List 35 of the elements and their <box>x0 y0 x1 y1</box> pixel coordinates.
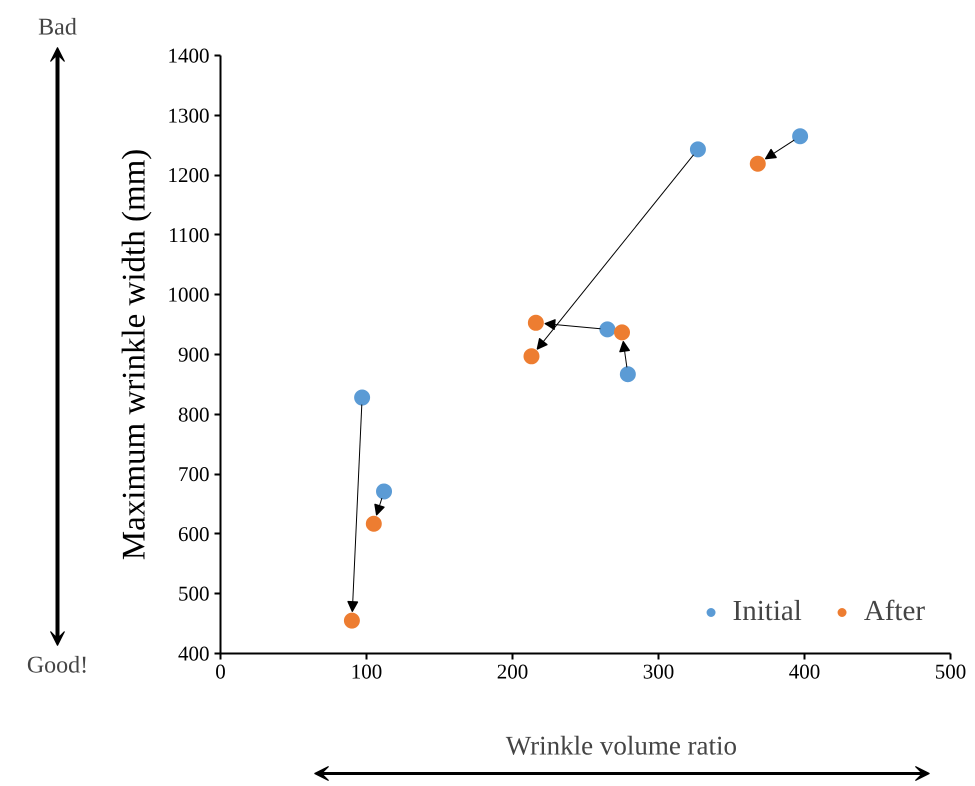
y-tick-label: 1000 <box>168 282 210 307</box>
point <box>523 348 540 364</box>
x-axis-title: Wrinkle volume ratio <box>506 730 738 760</box>
x-tick-label: 200 <box>496 660 528 684</box>
point <box>620 366 636 382</box>
point <box>599 321 616 338</box>
point <box>528 314 544 331</box>
point <box>792 128 808 144</box>
x-tick-label: 300 <box>642 660 674 684</box>
point <box>614 324 630 340</box>
y-axis-title: Maximum wrinkle width (mm) <box>116 148 152 560</box>
x-tick-label: 500 <box>934 660 966 684</box>
legend-label: Initial <box>732 595 802 628</box>
y-tick-label: 900 <box>178 342 210 366</box>
point <box>344 612 360 629</box>
y-tick-label: 1200 <box>168 163 210 188</box>
point <box>354 390 370 406</box>
y-tick-label: 800 <box>178 402 210 426</box>
point <box>750 156 766 172</box>
x-tick-label: 400 <box>788 660 820 684</box>
y-tick-label: 600 <box>178 522 210 546</box>
y-tick-label: 1300 <box>168 103 210 128</box>
legend-label: After <box>864 595 925 628</box>
y-tick-label: 1400 <box>168 44 210 68</box>
y-tick-label: 700 <box>178 462 210 486</box>
x-tick-label: 0 <box>215 660 226 684</box>
x-tick-label: 100 <box>350 660 382 684</box>
point <box>376 483 392 500</box>
text: Good! <box>26 652 88 678</box>
point <box>366 516 382 532</box>
y-tick-label: 500 <box>178 582 210 606</box>
text: Bad <box>38 14 77 40</box>
point <box>690 141 706 158</box>
y-tick-label: 400 <box>178 642 210 666</box>
y-tick-label: 1100 <box>168 222 210 247</box>
